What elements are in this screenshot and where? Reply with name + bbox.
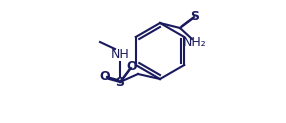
Text: S: S — [116, 76, 124, 89]
Text: O: O — [127, 61, 137, 74]
Text: NH: NH — [111, 47, 129, 61]
Text: S: S — [190, 9, 200, 23]
Text: O: O — [100, 70, 110, 84]
Text: NH₂: NH₂ — [183, 37, 207, 49]
